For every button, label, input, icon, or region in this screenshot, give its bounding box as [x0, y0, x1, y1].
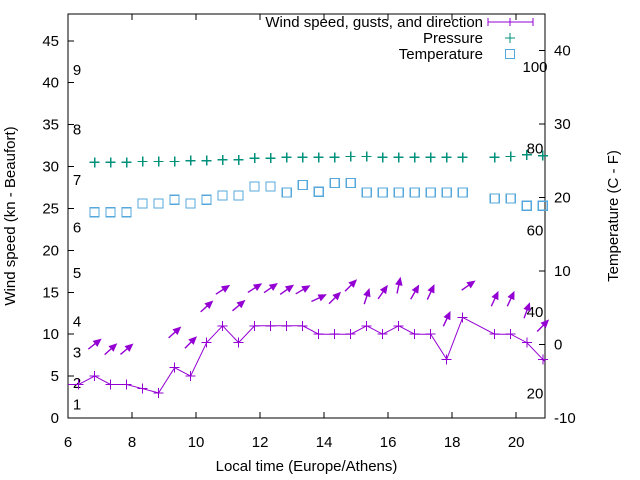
- wind-arrow-icon: [184, 336, 197, 349]
- wind-arrow-icon: [523, 302, 531, 319]
- wind-arrow-icon: [168, 326, 182, 339]
- wind-arrow-icon: [104, 343, 118, 356]
- wind-arrow-icon: [461, 280, 476, 291]
- fahrenheit-label: 100: [522, 59, 547, 76]
- beaufort-label: 9: [73, 62, 81, 79]
- y-axis-right: -10 0 10 20 30 40 20 40 60 80 100 Temperature (C - …: [522, 43, 622, 427]
- wind-arrow-icon: [328, 291, 342, 305]
- beaufort-label: 4: [73, 314, 81, 331]
- temperature-series: [89, 177, 548, 218]
- kn-tick-label: 20: [42, 242, 59, 259]
- legend-label: Wind speed, gusts, and direction: [265, 14, 483, 31]
- wind-arrow-icon: [215, 284, 231, 295]
- kn-tick-label: 5: [51, 368, 59, 385]
- wind-arrow-icon: [442, 310, 451, 327]
- wind-arrow-icon: [295, 285, 311, 295]
- wind-arrow-icon: [200, 300, 214, 313]
- fahrenheit-label: 40: [527, 304, 544, 321]
- beaufort-label: 8: [73, 122, 81, 139]
- wind-series: [68, 312, 548, 398]
- kn-tick-label: 15: [42, 284, 59, 301]
- beaufort-label: 5: [73, 265, 81, 282]
- kn-tick-label: 0: [51, 410, 59, 427]
- wind-arrow-icon: [410, 284, 420, 300]
- wind-arrow-icon: [263, 282, 278, 294]
- legend-item: Temperature: [399, 46, 516, 63]
- fahrenheit-label: 20: [527, 386, 544, 403]
- y-axis-left-title: Wind speed (kn - Beaufort): [2, 126, 19, 305]
- wind-arrow-icon: [426, 284, 435, 300]
- legend-label: Temperature: [399, 46, 483, 63]
- beaufort-label: 6: [73, 220, 81, 237]
- legend-label: Pressure: [423, 30, 483, 47]
- celsius-tick-label: 10: [554, 263, 571, 280]
- wind-arrow-icon: [377, 284, 388, 300]
- x-tick-label: 6: [64, 434, 72, 451]
- wind-arrow-icon: [536, 319, 550, 332]
- beaufort-label: 3: [73, 345, 81, 362]
- beaufort-label: 1: [73, 397, 81, 414]
- wind-arrow-icon: [506, 290, 515, 307]
- wind-direction-arrows: [87, 276, 550, 356]
- wind-arrow-icon: [87, 338, 102, 350]
- kn-tick-label: 30: [42, 159, 59, 176]
- celsius-tick-label: 20: [554, 190, 571, 207]
- pressure-series: [89, 149, 548, 168]
- x-tick-label: 18: [444, 434, 461, 451]
- x-tick-label: 10: [188, 434, 205, 451]
- x-tick-label: 20: [508, 434, 525, 451]
- wind-arrow-icon: [344, 279, 358, 292]
- x-tick-label: 8: [128, 434, 136, 451]
- celsius-tick-label: -10: [554, 410, 576, 427]
- legend: Wind speed, gusts, and directionPressure…: [265, 14, 534, 63]
- legend-item: Wind speed, gusts, and direction: [265, 14, 534, 31]
- wind-arrow-icon: [232, 299, 246, 312]
- wind-arrow-icon: [311, 294, 327, 303]
- beaufort-label: 7: [73, 172, 81, 189]
- kn-tick-label: 25: [42, 200, 59, 217]
- beaufort-label: 2: [73, 375, 81, 392]
- x-tick-label: 14: [316, 434, 333, 451]
- celsius-tick-label: 0: [554, 337, 562, 354]
- fahrenheit-label: 60: [527, 222, 544, 239]
- fahrenheit-label: 80: [527, 141, 544, 158]
- celsius-tick-label: 40: [554, 43, 571, 60]
- wind-arrow-icon: [279, 284, 295, 295]
- x-axis-title: Local time (Europe/Athens): [216, 458, 398, 475]
- celsius-tick-label: 30: [554, 116, 571, 133]
- kn-tick-label: 45: [42, 33, 59, 50]
- x-tick-label: 16: [380, 434, 397, 451]
- wind-arrow-icon: [490, 290, 499, 307]
- wind-arrow-icon: [395, 276, 403, 294]
- wind-arrow-icon: [363, 287, 371, 305]
- wind-arrow-icon: [120, 343, 134, 355]
- legend-item: Pressure: [423, 30, 515, 47]
- kn-tick-label: 35: [42, 117, 59, 134]
- kn-tick-label: 10: [42, 326, 59, 343]
- plot-frame: [67, 13, 546, 419]
- y-axis-right-title: Temperature (C - F): [605, 150, 622, 282]
- wind-arrow-icon: [247, 283, 263, 294]
- kn-tick-label: 40: [42, 75, 59, 92]
- x-tick-label: 12: [252, 434, 269, 451]
